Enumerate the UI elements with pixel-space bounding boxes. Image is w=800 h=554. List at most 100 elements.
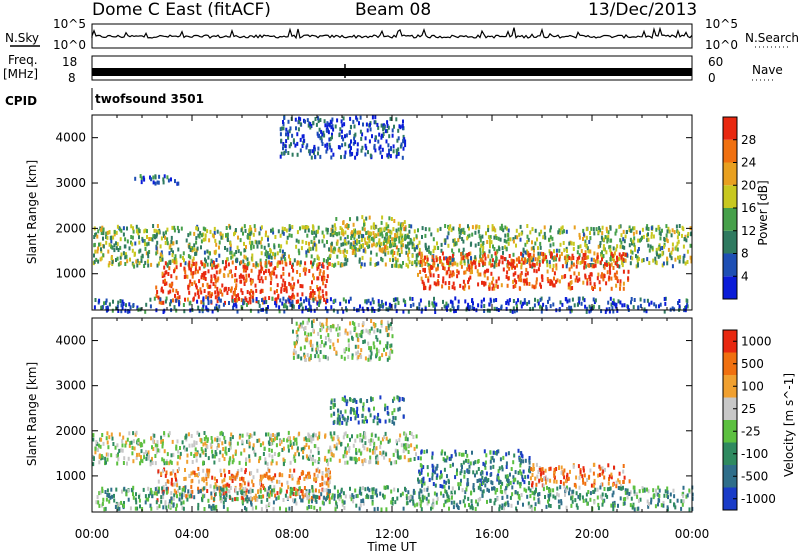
heatmap-cell: [642, 488, 645, 493]
heatmap-cell: [474, 230, 477, 235]
heatmap-cell: [483, 297, 485, 302]
heatmap-cell: [375, 460, 378, 465]
heatmap-cell: [336, 239, 339, 244]
heatmap-cell: [140, 180, 143, 185]
heatmap-cell: [454, 261, 457, 266]
heatmap-cell: [220, 473, 223, 477]
heatmap-cell: [352, 222, 355, 227]
heatmap-cell: [99, 242, 102, 247]
heatmap-cell: [477, 282, 480, 287]
heatmap-cell: [264, 457, 267, 462]
heatmap-cell: [404, 443, 407, 448]
heatmap-cell: [486, 240, 489, 244]
heatmap-cell: [221, 292, 224, 297]
heatmap-cell: [281, 473, 284, 478]
heatmap-cell: [605, 260, 608, 265]
heatmap-cell: [613, 251, 616, 256]
heatmap-cell: [473, 306, 476, 311]
colorbar-tick-label: 20: [741, 178, 756, 192]
heatmap-cell: [226, 247, 229, 252]
heatmap-cell: [187, 254, 190, 259]
heatmap-cell: [454, 475, 457, 480]
heatmap-cell: [359, 304, 361, 309]
heatmap-cell: [575, 264, 578, 269]
heatmap-cell: [291, 445, 294, 450]
heatmap-cell: [452, 272, 455, 277]
heatmap-cell: [549, 243, 552, 248]
heatmap-cell: [325, 149, 328, 154]
heatmap-cell: [312, 227, 315, 232]
heatmap-cell: [310, 230, 313, 235]
heatmap-cell: [215, 303, 218, 308]
heatmap-cell: [488, 488, 490, 493]
heatmap-cell: [392, 227, 395, 232]
heatmap-cell: [118, 448, 121, 453]
heatmap-cell: [269, 436, 272, 441]
heatmap-cell: [622, 269, 625, 274]
heatmap-cell: [155, 294, 158, 298]
heatmap-cell: [364, 152, 367, 157]
heatmap-cell: [304, 436, 307, 441]
heatmap-cell: [181, 487, 184, 492]
heatmap-cell: [325, 497, 327, 502]
heatmap-cell: [568, 487, 571, 492]
heatmap-cell: [431, 455, 434, 460]
heatmap-cell: [369, 441, 372, 446]
heatmap-cell: [539, 282, 542, 287]
heatmap-cell: [496, 477, 499, 482]
heatmap-cell: [436, 473, 439, 478]
heatmap-cell: [238, 274, 241, 279]
heatmap-cell: [439, 484, 442, 488]
heatmap-cell: [107, 445, 110, 450]
heatmap-cell: [323, 243, 326, 248]
heatmap-cell: [214, 290, 217, 295]
heatmap-cell: [174, 293, 176, 298]
heatmap-cell: [657, 225, 660, 230]
heatmap-cell: [643, 298, 646, 303]
heatmap-cell: [198, 479, 200, 484]
heatmap-cell: [123, 504, 125, 508]
heatmap-cell: [197, 233, 200, 238]
heatmap-cell: [173, 482, 176, 487]
heatmap-cell: [553, 271, 556, 276]
heatmap-cell: [579, 260, 582, 265]
heatmap-cell: [323, 495, 326, 500]
heatmap-cell: [323, 480, 326, 485]
heatmap-cell: [506, 474, 509, 479]
heatmap-cell: [606, 270, 609, 275]
heatmap-cell: [333, 299, 335, 304]
heatmap-cell: [297, 279, 300, 284]
heatmap-cell: [240, 298, 243, 303]
heatmap-cell: [582, 228, 585, 233]
heatmap-cell: [341, 143, 344, 148]
heatmap-cell: [147, 263, 150, 268]
heatmap-cell: [240, 228, 243, 233]
heatmap-cell: [174, 179, 176, 184]
heatmap-cell: [108, 499, 111, 504]
heatmap-cell: [102, 497, 105, 502]
heatmap-cell: [477, 467, 480, 471]
heatmap-cell: [616, 244, 619, 249]
heatmap-cell: [508, 254, 511, 258]
heatmap-cell: [659, 253, 662, 258]
heatmap-cell: [451, 285, 454, 290]
heatmap-cell: [415, 234, 418, 239]
heatmap-cell: [327, 483, 330, 488]
heatmap-cell: [221, 260, 224, 265]
heatmap-cell: [469, 505, 472, 510]
heatmap-cell: [553, 256, 556, 261]
heatmap-cell: [531, 483, 533, 488]
heatmap-cell: [397, 147, 400, 152]
heatmap-cell: [499, 485, 502, 490]
heatmap-cell: [538, 255, 541, 260]
heatmap-cell: [172, 502, 175, 507]
heatmap-cell: [390, 461, 393, 466]
heatmap-cell: [302, 450, 305, 454]
heatmap-cell: [612, 298, 615, 303]
heatmap-cell: [341, 499, 344, 504]
heatmap-cell: [188, 290, 191, 295]
heatmap-cell: [489, 459, 492, 464]
heatmap-cell: [509, 472, 511, 477]
heatmap-cell: [407, 264, 410, 269]
heatmap-cell: [380, 299, 383, 304]
